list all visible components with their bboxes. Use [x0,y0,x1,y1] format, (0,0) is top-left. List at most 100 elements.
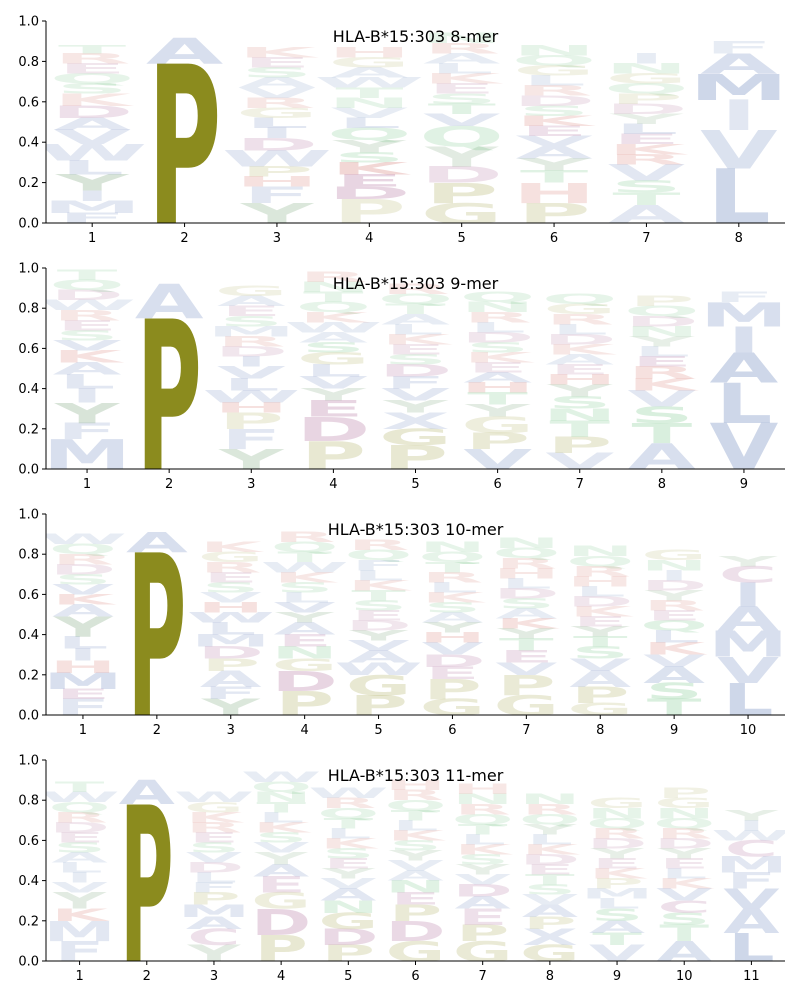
logo-letter-Q: Q [327,125,412,144]
logo-letter-Q: Q [49,541,117,557]
logo-letter-R: R [569,564,631,580]
logo-letter-I: I [68,645,98,664]
logo-letter-F: F [55,935,105,967]
logo-letter-R: R [238,95,315,111]
y-tick-label: 1.0 [18,508,39,523]
logo-letter-N: N [542,406,616,425]
logo-letter-F: F [727,868,777,894]
logo-letter-T: T [573,634,628,650]
y-tick-label: 0.6 [18,342,39,357]
logo-letter-Y: Y [54,397,122,429]
logo-letter-G: G [520,941,580,967]
logo-letter-D: D [198,643,264,662]
logo-letter-G: G [272,655,338,674]
logo-letter-L: L [430,61,494,77]
logo-letter-K: K [421,590,487,606]
logo-letter-L: L [258,810,304,826]
y-tick-label: 0.8 [18,55,39,70]
logo-letter-V: V [51,880,108,896]
logo-letter-T: T [391,808,441,824]
logo-letter-T: T [647,695,702,721]
logo-letter-I: I [628,51,665,67]
logo-letter-G: G [236,105,318,121]
logo-letter-L: L [501,576,552,592]
logo-letter-N: N [419,539,486,555]
logo-letter-G: G [318,908,378,934]
logo-letter-M: M [581,886,653,902]
logo-letter-A: A [51,850,108,866]
logo-letter-K: K [320,836,380,852]
logo-letter-L: L [633,344,690,360]
logo-letter-G: G [453,935,513,967]
logo-letter-T: T [525,872,575,888]
logo-letter-Y: Y [656,846,712,862]
logo-letter-E: E [612,131,680,147]
logo-letter-G: G [420,695,486,721]
logo-letter-A: A [186,914,243,933]
logo-letter-V: V [186,850,243,866]
logo-letter-K: K [522,842,582,858]
logo-letter-C: C [719,562,778,588]
logo-letter-D: D [296,410,370,448]
logo-letter-I: I [71,385,104,407]
logo-letter-S: S [255,830,307,846]
logo-letter-I: I [738,818,765,834]
x-tick-label: 3 [227,723,235,738]
logo-letter-A: A [331,65,408,81]
logo-letter-Y: Y [609,111,685,127]
logo-letter-K: K [627,376,699,395]
logo-letter-P: P [547,433,612,458]
logo-letter-L: L [223,376,280,395]
logo-letter-A: A [522,902,579,921]
x-tick-label: 2 [143,969,151,984]
logo-letter-M: M [43,431,132,479]
logo-letter-D: D [235,135,318,154]
logo-letter-S: S [426,91,498,107]
logo-letter-E: E [221,304,282,320]
logo-letter-R: R [299,270,367,286]
logo-letter-Y: Y [186,941,241,967]
x-tick-label: 4 [365,231,373,246]
logo-letter-S: S [276,580,334,596]
x-tick-label: 6 [493,477,501,492]
logo-letter-E: E [467,360,528,376]
logo-letter-E: E [647,608,702,624]
logo-letter-S: S [202,580,260,596]
logo-letter-V: V [608,160,685,186]
logo-letter-Y: Y [496,626,557,642]
logo-letter-P: P [590,876,643,892]
logo-letter-G: G [328,55,410,71]
logo-letter-P: P [456,920,509,946]
logo-letter-D: D [51,102,134,121]
logo-letter-R: R [455,802,511,818]
logo-letter-S: S [524,882,576,898]
logo-letter-V: V [253,840,310,856]
logo-letter-G: G [386,935,446,967]
logo-letter-Y: Y [455,862,511,878]
logo-letter-K: K [381,332,454,348]
logo-letter-H: H [197,600,264,616]
logo-letter-H: H [512,178,596,210]
logo-letter-P: P [517,198,590,230]
logo-letter-S: S [333,150,405,166]
y-tick-label: 0.0 [18,463,39,478]
logo-letter-A: A [348,647,410,666]
logo-letter-Q: Q [640,618,708,634]
x-tick-label: 3 [273,231,281,246]
logo-letter-V: V [700,120,778,181]
y-tick-label: 0.8 [18,548,39,563]
logo-letter-W: W [222,146,332,172]
x-tick-label: 6 [411,969,419,984]
x-tick-label: 2 [165,477,173,492]
chart-title: HLA-B*15:303 8-mer [333,27,499,46]
logo-letter-R: R [516,83,593,99]
logo-letter-F: F [705,38,773,57]
logo-letter-R: R [320,796,376,812]
logo-letter-V: V [299,374,369,393]
logo-letter-E: E [520,123,588,139]
logo-letter-F: F [385,374,446,393]
logo-letter-A: A [200,667,263,693]
logo-letter-E: E [189,830,239,846]
